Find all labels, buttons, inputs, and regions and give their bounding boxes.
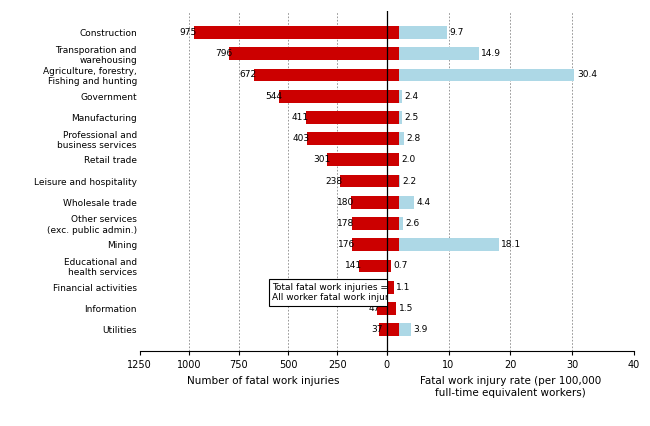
- Bar: [380, 323, 387, 336]
- Text: 30.4: 30.4: [577, 70, 597, 79]
- Bar: [229, 47, 387, 60]
- Bar: [327, 153, 387, 166]
- Text: 301: 301: [313, 155, 330, 164]
- Text: 180: 180: [337, 198, 354, 207]
- Text: 141: 141: [344, 262, 362, 271]
- Bar: [366, 281, 387, 294]
- Text: 403: 403: [293, 134, 310, 143]
- Text: 796: 796: [215, 49, 233, 58]
- Bar: [387, 69, 399, 81]
- Bar: [387, 238, 499, 251]
- Text: 1.1: 1.1: [396, 283, 410, 292]
- Text: 178: 178: [337, 219, 354, 228]
- Bar: [387, 111, 402, 124]
- Text: 106: 106: [352, 283, 369, 292]
- Text: 37: 37: [371, 325, 382, 334]
- Bar: [378, 302, 387, 315]
- Bar: [387, 90, 402, 103]
- Bar: [387, 323, 399, 336]
- Bar: [387, 153, 399, 166]
- Text: 9.7: 9.7: [449, 28, 463, 37]
- Text: 2.5: 2.5: [405, 113, 419, 122]
- Text: 3.9: 3.9: [413, 325, 428, 334]
- Bar: [387, 111, 399, 124]
- Bar: [352, 238, 387, 251]
- Bar: [387, 281, 393, 294]
- Text: 2.4: 2.4: [404, 92, 418, 101]
- Bar: [387, 217, 399, 230]
- Text: 2.6: 2.6: [406, 219, 419, 228]
- Text: 2.8: 2.8: [406, 134, 421, 143]
- Text: 4.4: 4.4: [417, 198, 430, 207]
- Bar: [387, 217, 403, 230]
- Bar: [387, 153, 399, 166]
- Bar: [387, 47, 479, 60]
- Text: 1.5: 1.5: [398, 304, 413, 313]
- Text: 672: 672: [240, 70, 257, 79]
- Text: 0.7: 0.7: [393, 262, 408, 271]
- Bar: [387, 47, 399, 60]
- Bar: [340, 175, 387, 187]
- Bar: [306, 111, 387, 124]
- Bar: [387, 302, 396, 315]
- Bar: [387, 323, 411, 336]
- Bar: [351, 196, 387, 209]
- X-axis label: Fatal work injury rate (per 100,000
full-time equivalent workers): Fatal work injury rate (per 100,000 full…: [420, 376, 601, 397]
- Bar: [359, 259, 387, 272]
- Text: Total fatal work injuries = 5,214
All worker fatal work injury rate = 3.7: Total fatal work injuries = 5,214 All wo…: [272, 283, 443, 302]
- Bar: [387, 196, 399, 209]
- Bar: [387, 90, 399, 103]
- Text: 47: 47: [369, 304, 380, 313]
- Text: 544: 544: [265, 92, 282, 101]
- Bar: [387, 26, 399, 39]
- Text: 411: 411: [291, 113, 309, 122]
- Text: 176: 176: [338, 240, 355, 249]
- Bar: [387, 259, 391, 272]
- Bar: [387, 26, 447, 39]
- Bar: [387, 69, 575, 81]
- Text: 2.0: 2.0: [402, 155, 416, 164]
- Text: 18.1: 18.1: [501, 240, 521, 249]
- Text: 2.2: 2.2: [403, 176, 417, 186]
- Bar: [387, 175, 400, 187]
- Text: 14.9: 14.9: [481, 49, 501, 58]
- Bar: [387, 132, 404, 145]
- Bar: [307, 132, 387, 145]
- Bar: [387, 196, 414, 209]
- Bar: [387, 281, 393, 294]
- Bar: [194, 26, 387, 39]
- Bar: [387, 132, 399, 145]
- Bar: [280, 90, 387, 103]
- Bar: [387, 259, 391, 272]
- Bar: [387, 175, 399, 187]
- Text: 238: 238: [326, 176, 343, 186]
- Text: 975: 975: [180, 28, 197, 37]
- Bar: [387, 238, 399, 251]
- Bar: [352, 217, 387, 230]
- Bar: [254, 69, 387, 81]
- Bar: [387, 302, 396, 315]
- X-axis label: Number of fatal work injuries: Number of fatal work injuries: [187, 376, 339, 386]
